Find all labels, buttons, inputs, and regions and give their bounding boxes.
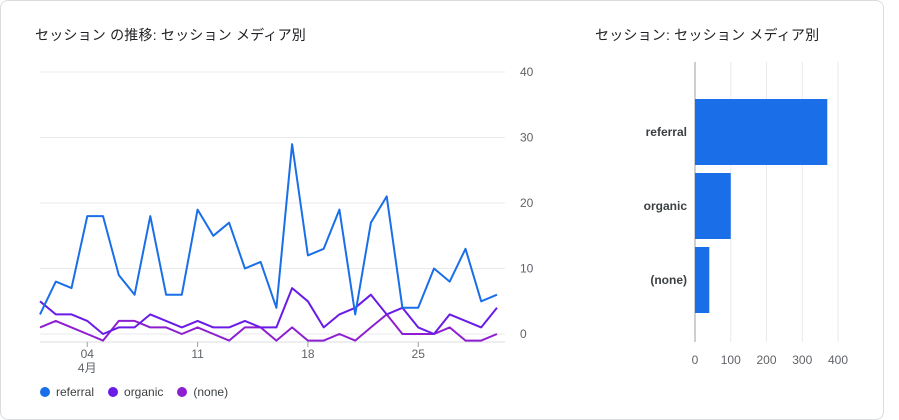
x-tick-label: 11 (191, 347, 204, 361)
x-tick-label: 0 (692, 353, 699, 367)
x-tick-label: 25 (412, 347, 426, 361)
legend-item-none[interactable]: (none) (177, 385, 228, 399)
x-tick-label: 100 (721, 353, 741, 367)
legend-organic-label: organic (124, 385, 164, 399)
y-tick-label: 40 (520, 65, 534, 79)
x-month-label: 4月 (78, 361, 97, 375)
x-tick-label: 300 (792, 353, 812, 367)
legend-item-organic[interactable]: organic (108, 385, 163, 399)
legend-organic-swatch (108, 387, 119, 397)
series-line-referral (39, 143, 498, 316)
x-tick-label: 200 (756, 353, 776, 367)
category-label: organic (644, 199, 688, 213)
legend-referral-label: referral (56, 385, 95, 399)
legend-item-referral[interactable]: referral (40, 385, 94, 399)
bar-none (695, 247, 710, 313)
legend-referral-swatch (40, 387, 50, 397)
y-tick-label: 30 (520, 131, 534, 145)
category-label: referral (646, 125, 687, 139)
x-tick-label: 400 (828, 353, 848, 367)
category-label: (none) (650, 273, 687, 287)
line-chart-title: セッション の推移: セッション メディア別 (35, 27, 306, 43)
y-tick-label: 10 (520, 262, 534, 276)
bar-organic (695, 173, 731, 239)
series-line-organic (39, 287, 498, 335)
bar-chart: 0 100 200 300 400 referral organic (none) (644, 62, 848, 367)
y-tick-label: 0 (520, 327, 527, 341)
bar-chart-title: セッション: セッション メディア別 (595, 27, 820, 43)
legend: referral organic (none) (40, 385, 228, 399)
x-tick-label: 18 (301, 347, 315, 361)
y-tick-label: 20 (520, 196, 534, 210)
x-tick-label: 04 (81, 347, 95, 361)
series-line-none (39, 313, 498, 342)
bar-referral (695, 99, 828, 165)
legend-none-swatch (177, 387, 188, 397)
legend-none-label: (none) (193, 385, 229, 399)
